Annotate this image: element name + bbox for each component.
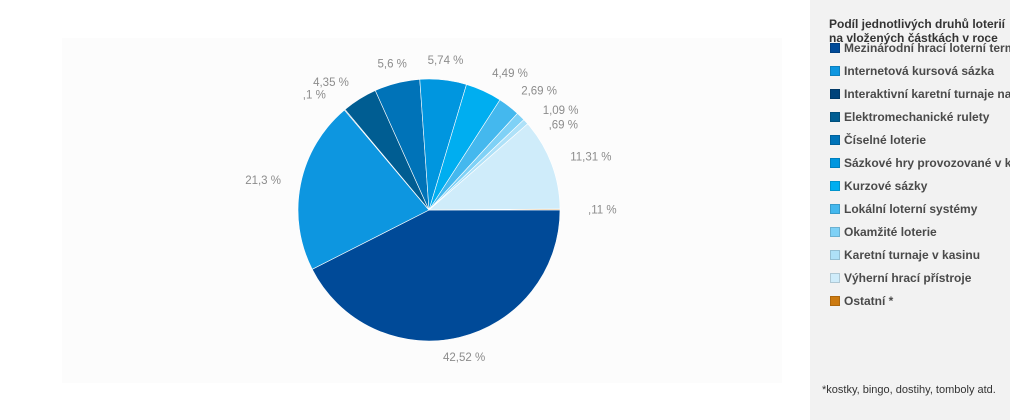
pie-slice-2[interactable] [297,109,430,270]
legend-label: Karetní turnaje v kasinu [844,247,981,262]
slice-label-8: 2,69 % [521,85,557,97]
legend-label: Kurzové sázky [844,178,928,193]
legend-swatch [830,295,840,306]
legend-swatch [830,180,840,191]
legend-item[interactable]: Výherní hrací přístroje [830,266,1010,289]
legend-label: Lokální loterní systémy [844,201,978,216]
legend-swatch [830,226,840,237]
slice-label-2: 21,3 % [245,175,281,187]
legend-item[interactable]: Elektromechanické rulety [830,105,1010,128]
legend-swatch [830,203,840,214]
slice-label-10: ,69 % [549,119,578,131]
footnote: *kostky, bingo, dostihy, tomboly atd. [822,384,996,396]
slice-label-3: ,1 % [303,89,326,101]
legend-swatch [830,42,840,53]
legend-swatch [830,134,840,145]
legend-item[interactable]: Sázkové hry provozované v kasinu [830,151,1010,174]
legend-label: Výherní hrací přístroje [844,270,972,285]
legend-item[interactable]: Internetová kursová sázka [830,59,1010,82]
legend-swatch [830,157,840,168]
legend-label: Elektromechanické rulety [844,109,990,124]
legend-item[interactable]: Karetní turnaje v kasinu [830,243,1010,266]
legend-label: Sázkové hry provozované v kasinu [844,155,1010,170]
legend-item[interactable]: Interaktivní karetní turnaje na internet… [830,82,1010,105]
legend-item[interactable]: Kurzové sázky [830,174,1010,197]
pie-slice-1[interactable] [311,209,561,342]
pie-chart: 42,52 % 21,3 % ,1 %4,35 % 5,6 % 5,74 % 4,49 %… [245,55,617,364]
pie-slice-11[interactable] [428,123,561,211]
legend-item[interactable]: Číselné loterie [830,128,1010,151]
legend-panel: Podíl jednotlivých druhů loterií na vlož… [810,0,1010,420]
legend-label: Ostatní * [844,293,894,308]
pie-slice-12[interactable] [428,208,561,211]
legend-swatch [830,88,840,99]
legend-list: Mezinárodní hrací loterní terminály Inter… [830,36,1010,312]
slice-label-7: 4,49 % [492,68,528,80]
slice-label-12: ,11 % [588,205,617,217]
legend-swatch [830,65,840,76]
legend-swatch [830,249,840,260]
slice-label-11: 11,31 % [570,152,611,164]
legend-title: Podíl jednotlivých druhů loterií na vlož… [829,17,1006,45]
legend-swatch [830,111,840,122]
slice-label-4: 4,35 % [313,77,349,89]
legend-item[interactable]: Ostatní * [830,289,1010,312]
legend-label: Mezinárodní hrací loterní terminály [844,40,1010,55]
slice-label-5: 5,6 % [377,59,406,71]
slice-label-6: 5,74 % [428,55,464,67]
legend-label: Interaktivní karetní turnaje na internet… [844,86,1010,101]
legend-label: Číselné loterie [844,132,927,147]
legend-item[interactable]: Lokální loterní systémy [830,197,1010,220]
legend-swatch [830,272,840,283]
legend-item[interactable]: Mezinárodní hrací loterní terminály [830,36,1010,59]
legend-label: Okamžité loterie [844,224,937,239]
slice-label-9: 1,09 % [543,105,579,117]
legend-item[interactable]: Okamžité loterie [830,220,1010,243]
slice-label-1: 42,52 % [443,352,485,364]
legend-label: Internetová kursová sázka [844,63,995,78]
